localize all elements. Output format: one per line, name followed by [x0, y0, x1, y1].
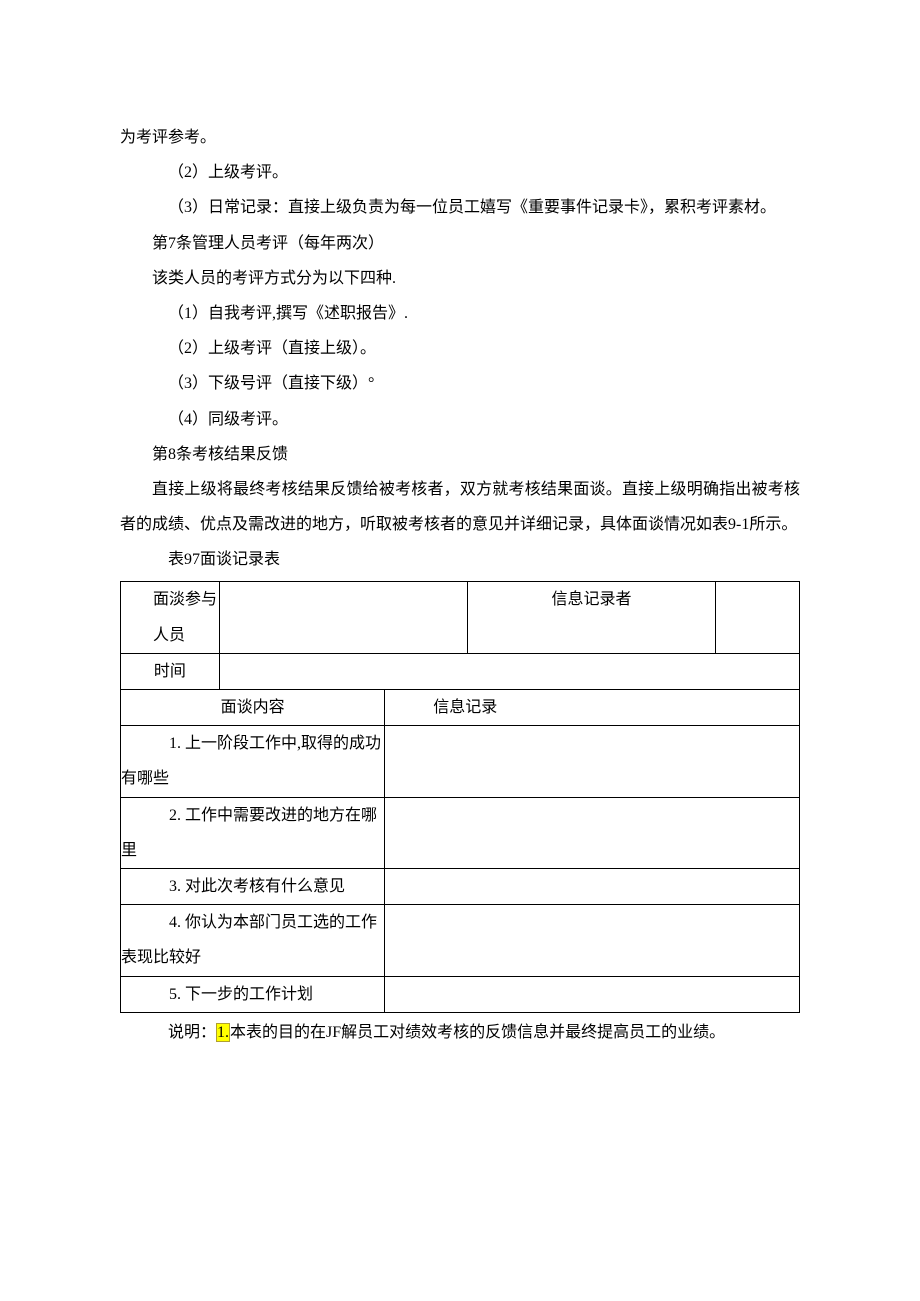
table-row: 3. 对此次考核有什么意见	[121, 868, 800, 904]
cell-label: 面淡参与人员	[121, 582, 219, 652]
cell-question: 4. 你认为本部门员工选的工作表现比较好	[121, 905, 384, 975]
table-row: 4. 你认为本部门员工选的工作表现比较好	[121, 905, 800, 976]
table-row: 1. 上一阶段工作中,取得的成功有哪些	[121, 726, 800, 797]
table-row: 5. 下一步的工作计划	[121, 976, 800, 1012]
cell-value	[385, 726, 800, 797]
cell-header: 信息记录	[385, 690, 799, 725]
table-row: 面淡参与人员 信息记录者	[121, 582, 800, 653]
cell-value	[385, 976, 800, 1012]
cell-value	[219, 653, 799, 689]
paragraph: （4）同级考评。	[120, 402, 800, 437]
paragraph: 为考评参考。	[120, 120, 800, 155]
cell-question: 1. 上一阶段工作中,取得的成功有哪些	[121, 726, 384, 796]
cell-header: 面谈内容	[121, 690, 385, 726]
table-row: 时间	[121, 653, 800, 689]
note-suffix: 本表的目的在JF解员工对绩效考核的反馈信息并最终提高员工的业绩。	[230, 1024, 725, 1041]
paragraph: 第8条考核结果反馈	[120, 437, 800, 472]
paragraph: （3）日常记录：直接上级负责为每一位员工嬉写《重要事件记录卡》，累积考评素材。	[120, 190, 800, 225]
paragraph: （2）上级考评（直接上级）。	[120, 331, 800, 366]
cell-value	[219, 582, 467, 653]
interview-record-table: 面淡参与人员 信息记录者 时间 面谈内容 信息记录 1. 上一阶段工作中,取得的…	[120, 581, 800, 1012]
document-page: 为考评参考。 （2）上级考评。 （3）日常记录：直接上级负责为每一位员工嬉写《重…	[0, 0, 920, 1301]
cell-value	[716, 582, 800, 653]
paragraph: （3）下级号评（直接下级）°	[120, 366, 800, 401]
cell-question: 2. 工作中需要改进的地方在哪里	[121, 798, 384, 868]
cell-question: 3. 对此次考核有什么意见	[121, 869, 384, 904]
paragraph: 直接上级将最终考核结果反馈给被考核者，双方就考核结果面谈。直接上级明确指出被考核…	[120, 472, 800, 542]
note-prefix: 说明：	[168, 1024, 216, 1041]
paragraph: （1）自我考评,撰写《述职报告》.	[120, 296, 800, 331]
cell-label: 时间	[121, 653, 220, 689]
table-row: 2. 工作中需要改进的地方在哪里	[121, 797, 800, 868]
paragraph: 第7条管理人员考评（每年两次）	[120, 226, 800, 261]
cell-label: 信息记录者	[467, 582, 715, 653]
highlighted-text: 1.	[216, 1023, 230, 1042]
table-row: 面谈内容 信息记录	[121, 690, 800, 726]
cell-question: 5. 下一步的工作计划	[121, 977, 384, 1012]
table-note: 说明：1.本表的目的在JF解员工对绩效考核的反馈信息并最终提高员工的业绩。	[120, 1015, 800, 1050]
cell-value	[385, 868, 800, 904]
cell-value	[385, 905, 800, 976]
table-caption: 表97面谈记录表	[120, 542, 800, 577]
paragraph: （2）上级考评。	[120, 155, 800, 190]
cell-value	[385, 797, 800, 868]
paragraph: 该类人员的考评方式分为以下四种.	[120, 261, 800, 296]
